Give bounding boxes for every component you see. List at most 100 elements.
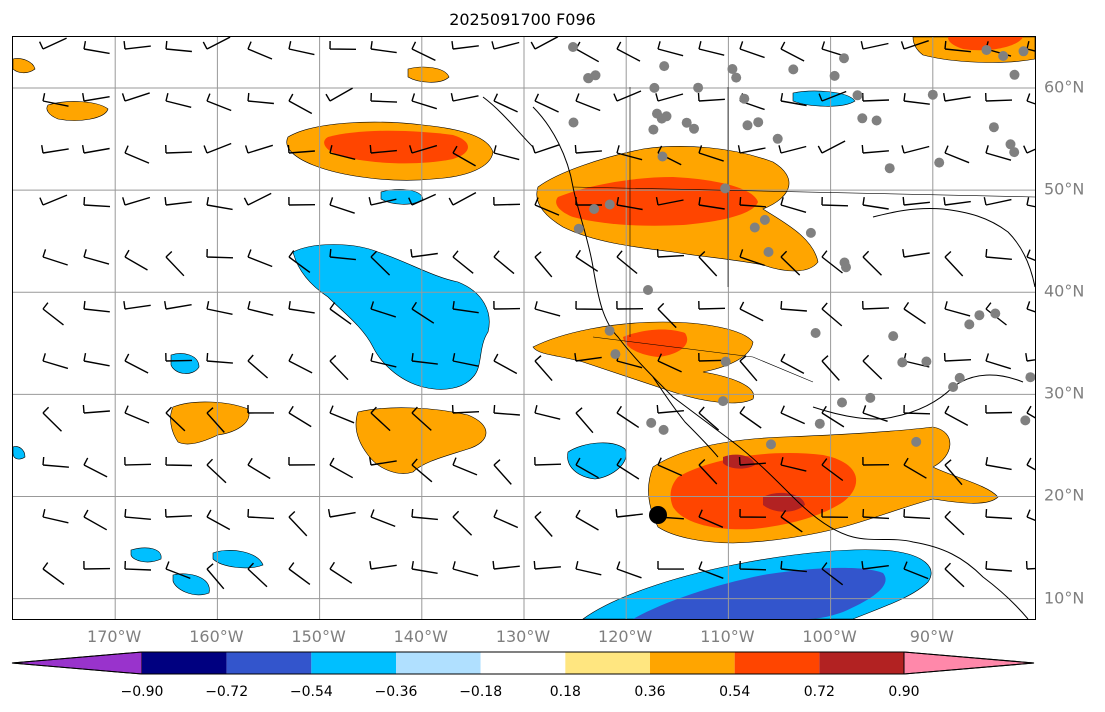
wind-barb — [165, 406, 186, 432]
latitude-label: 10°N — [1044, 588, 1085, 608]
wind-barb — [329, 561, 353, 584]
wind-barb — [408, 193, 436, 206]
wind-barb — [575, 509, 599, 531]
station-dot — [648, 124, 659, 135]
wind-barb — [243, 192, 272, 206]
wind-barb — [206, 93, 232, 112]
wind-barb — [616, 196, 643, 211]
wind-barb — [452, 561, 479, 577]
wind-barb — [943, 92, 971, 102]
wind-barb — [534, 511, 553, 537]
station-dot — [718, 396, 728, 407]
wind-barb — [821, 562, 844, 586]
positive-anomaly-region — [407, 66, 450, 83]
wind-barb — [327, 508, 356, 518]
wind-barb — [244, 144, 274, 154]
colorbar-segment — [650, 652, 735, 674]
wind-barb — [697, 92, 725, 102]
wind-barb — [533, 560, 561, 570]
wind-barb — [944, 301, 971, 317]
wind-barb — [656, 248, 685, 258]
map-panel[interactable] — [12, 36, 1036, 620]
wind-barb — [656, 404, 684, 414]
wind-barb — [698, 352, 726, 362]
wind-barb — [42, 353, 69, 370]
wind-barb — [411, 301, 435, 324]
wind-barb — [122, 196, 151, 206]
wind-barb — [821, 458, 844, 482]
wind-barb — [1025, 352, 1035, 362]
station-dot — [911, 436, 922, 447]
wind-barb — [821, 508, 849, 518]
wind-barb — [534, 456, 562, 466]
station-dot — [681, 117, 692, 128]
wind-barb — [616, 561, 642, 579]
very-strong-positive-anomaly-region — [763, 492, 805, 512]
wind-barb — [164, 508, 193, 518]
wind-barb — [655, 196, 684, 206]
station-dot — [921, 356, 932, 367]
station-dot — [988, 122, 999, 133]
wind-barb — [530, 37, 559, 50]
wind-barb — [534, 93, 559, 113]
wind-barb — [83, 560, 111, 570]
wind-barb — [1026, 509, 1035, 522]
wind-barb — [575, 197, 602, 206]
station-dot — [974, 310, 985, 321]
station-dot — [805, 227, 816, 238]
wind-barb — [943, 197, 971, 206]
station-dot — [604, 325, 615, 336]
map-title: 2025091700 F096 — [449, 10, 596, 29]
wind-barb — [575, 300, 603, 310]
station-dot — [763, 247, 774, 257]
wind-barb — [492, 560, 520, 570]
station-dot — [888, 331, 899, 342]
wind-barb — [452, 510, 473, 536]
wind-barb — [369, 144, 397, 154]
negative-anomaly-region — [130, 547, 162, 563]
wind-barb — [985, 456, 1012, 471]
wind-barb — [370, 250, 391, 276]
wind-barb — [247, 508, 275, 520]
wind-barb — [903, 508, 931, 520]
wind-barb — [42, 456, 69, 468]
wind-barb — [575, 407, 594, 434]
station-dot — [897, 357, 908, 368]
station-dot — [1005, 139, 1016, 150]
latitude-label: 30°N — [1044, 383, 1085, 403]
wind-barb — [615, 509, 643, 518]
wind-barb — [121, 92, 150, 102]
wind-barb — [452, 301, 479, 314]
wind-barb — [575, 41, 600, 63]
station-dot — [948, 382, 959, 392]
wind-barb — [862, 92, 890, 102]
wind-barb — [206, 407, 225, 433]
strong-positive-anomaly-region — [623, 329, 688, 357]
wind-barb — [944, 405, 969, 427]
wind-barb — [616, 405, 640, 428]
wind-barb — [370, 41, 397, 54]
wind-barb — [817, 140, 846, 154]
colorbar-tick-label: −0.72 — [205, 684, 249, 700]
wind-barb — [821, 250, 843, 274]
station-dot — [841, 262, 851, 273]
wind-barb — [737, 145, 766, 154]
wind-barb — [409, 144, 438, 154]
wind-barb — [82, 92, 110, 102]
wind-barb — [493, 196, 521, 206]
station-dot — [810, 328, 821, 338]
station-dot — [954, 372, 965, 383]
wind-barb — [821, 405, 845, 428]
wind-barb — [903, 93, 930, 105]
station-dot — [693, 82, 704, 93]
wind-barb — [329, 197, 355, 214]
strong-negative-anomaly-region — [633, 567, 886, 619]
wind-barb — [206, 352, 233, 364]
wind-barb — [247, 562, 268, 588]
wind-barb — [493, 509, 519, 529]
longitude-label: 120°W — [598, 627, 653, 646]
wind-barb — [1025, 560, 1035, 570]
wind-barb — [903, 404, 931, 415]
colorbar-tick-label: −0.36 — [374, 684, 418, 700]
wind-barb — [1026, 405, 1035, 419]
